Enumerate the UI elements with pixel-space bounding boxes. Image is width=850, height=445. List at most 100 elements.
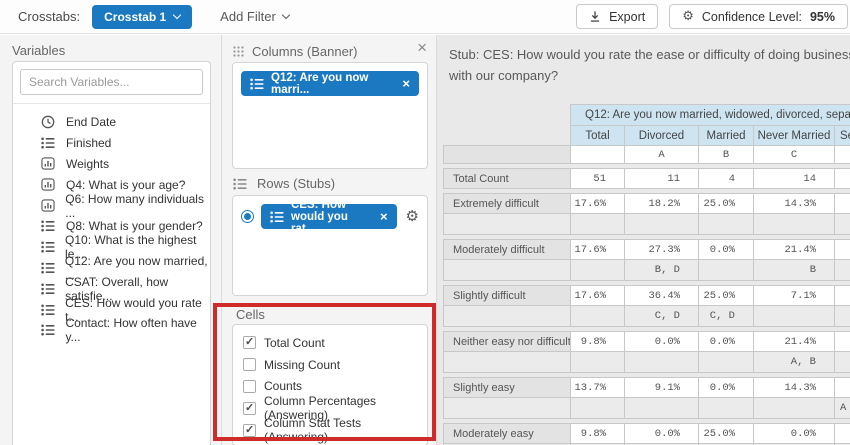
- rows-stubs-header: Rows (Stubs): [233, 176, 335, 191]
- stat-letter-cell: A: [624, 145, 699, 164]
- stat-test-cell: C, D: [624, 305, 699, 327]
- value-cell: 9.8%: [570, 423, 625, 444]
- variable-item[interactable]: End Date: [41, 112, 210, 133]
- variable-item[interactable]: Weights: [41, 154, 210, 175]
- checkbox-checked[interactable]: [243, 336, 256, 350]
- search-wrap: [13, 62, 210, 104]
- value-cell: [834, 331, 850, 352]
- row-label-cell: Slightly difficult: [443, 285, 571, 306]
- cells-title: Cells: [236, 307, 265, 322]
- variable-item[interactable]: Q10: What is the highest le...: [41, 233, 210, 261]
- stat-test-cell: [570, 397, 625, 419]
- rows-dropzone[interactable]: CES: How would you rat... × ⚙: [232, 195, 428, 296]
- checkbox-checked[interactable]: [243, 423, 256, 437]
- value-cell: 13.7%: [570, 377, 625, 398]
- row-label-cell: Moderately difficult: [443, 239, 571, 260]
- stat-test-cell: [698, 351, 754, 373]
- variable-label: End Date: [66, 115, 117, 130]
- column-header-cell: Separated: [834, 125, 850, 146]
- export-button[interactable]: Export: [576, 4, 659, 29]
- remove-chip-icon[interactable]: ×: [402, 76, 410, 91]
- variables-box: End Date Finished Weights Q4: What is your …: [12, 61, 211, 445]
- stat-test-cell: B, D: [624, 259, 699, 281]
- table-group: Moderately easy 9.8% 0.0% 25.0% 0.0%: [443, 423, 850, 445]
- variable-item[interactable]: Q12: Are you now married, ...: [41, 254, 210, 282]
- value-cell: [834, 377, 850, 398]
- value-cell: 0.0%: [624, 331, 699, 352]
- variable-label: Weights: [66, 156, 110, 171]
- crosstab-selector-button[interactable]: Crosstab 1: [92, 4, 193, 29]
- rows-chip-line: CES: How would you rat... × ⚙: [241, 199, 419, 235]
- value-cell: 7.1%: [753, 285, 835, 306]
- stat-test-cell: [624, 351, 699, 373]
- column-header-cell: Never Married: [753, 125, 835, 146]
- stub-radio-selected[interactable]: [241, 210, 254, 223]
- value-cell: 4: [698, 168, 754, 189]
- variable-item[interactable]: Contact: How often have y...: [41, 316, 210, 344]
- confidence-level-button[interactable]: ⚙ Confidence Level: 95%: [669, 4, 848, 29]
- add-filter-button[interactable]: Add Filter: [220, 9, 291, 24]
- variable-label: CES: How would you rate t...: [65, 295, 202, 324]
- columns-dropzone[interactable]: Q12: Are you now marri... ×: [232, 62, 428, 169]
- gear-icon[interactable]: ⚙: [405, 207, 419, 225]
- cells-option[interactable]: Column Stat Tests (Answering): [243, 416, 417, 444]
- stat-row-label-cell: [443, 259, 571, 281]
- list-icon: [41, 303, 56, 317]
- stat-test-cell: [624, 213, 699, 235]
- banner-row: Q12: Are you now married, widowed, divor…: [443, 104, 850, 126]
- table-spacer: [443, 104, 570, 126]
- stat-test-cell: A: [834, 397, 850, 419]
- value-cell: 14.3%: [753, 377, 835, 398]
- close-icon[interactable]: ×: [417, 38, 427, 57]
- value-cell: 25.0%: [698, 423, 754, 444]
- stat-row-label-cell: [443, 351, 571, 373]
- variable-item[interactable]: CSAT: Overall, how satisfie...: [41, 275, 210, 303]
- rows-stubs-title: Rows (Stubs): [257, 176, 336, 191]
- checkbox-unchecked[interactable]: [243, 379, 256, 393]
- cells-option[interactable]: Column Percentages (Answering): [243, 394, 417, 422]
- crosstab-table: Q12: Are you now married, widowed, divor…: [443, 104, 850, 445]
- variable-label: Q12: Are you now married, ...: [64, 253, 208, 282]
- columns-chip-label: Q12: Are you now marri...: [271, 71, 369, 96]
- checkbox-checked[interactable]: [243, 401, 256, 415]
- variable-item[interactable]: Finished: [41, 133, 210, 154]
- variable-label: Contact: How often have y...: [65, 316, 197, 345]
- variables-title: Variables: [12, 43, 66, 58]
- chevron-down-icon: [281, 10, 291, 20]
- banner-header-cell: Q12: Are you now married, widowed, divor…: [570, 104, 850, 126]
- rows-variable-chip[interactable]: CES: How would you rat... ×: [261, 199, 397, 235]
- variable-item[interactable]: Q4: What is your age?: [41, 174, 210, 195]
- cells-options-box: Total Count Missing Count CountsColumn Per…: [232, 324, 428, 445]
- cells-option[interactable]: Counts: [243, 376, 417, 398]
- variable-item[interactable]: Q6: How many individuals ...: [41, 192, 210, 220]
- confidence-value: 95%: [809, 9, 835, 24]
- variables-list: End Date Finished Weights Q4: What is your …: [13, 104, 210, 344]
- value-cell: 21.4%: [753, 331, 835, 352]
- stat-test-cell: A, B: [753, 351, 835, 373]
- variable-item[interactable]: Q8: What is your gender?: [41, 216, 210, 237]
- search-variables-input[interactable]: [20, 69, 203, 95]
- stat-test-cell: [834, 443, 850, 445]
- bar-icon: [41, 178, 57, 192]
- cells-option[interactable]: Total Count: [243, 332, 417, 354]
- columns-variable-chip[interactable]: Q12: Are you now marri... ×: [241, 71, 419, 96]
- table-group: Extremely difficult 17.6% 18.2% 25.0% 14.3%: [443, 193, 850, 235]
- remove-chip-icon[interactable]: ×: [379, 209, 388, 224]
- checkbox-unchecked[interactable]: [243, 358, 256, 372]
- stat-test-cell: [570, 259, 625, 281]
- download-icon: [590, 11, 600, 22]
- rows-chip-label: CES: How would you rat...: [291, 198, 348, 235]
- radio-dot: [244, 213, 251, 220]
- value-cell: 17.6%: [570, 193, 625, 214]
- stat-letter-cell: B: [698, 145, 754, 164]
- variable-item[interactable]: CES: How would you rate t...: [41, 296, 210, 324]
- value-cell: 0.0%: [624, 423, 699, 444]
- value-cell: 36.4%: [624, 285, 699, 306]
- value-cell: 0.0%: [698, 331, 754, 352]
- list-icon: [41, 240, 56, 254]
- list-icon: [250, 78, 264, 90]
- cells-option[interactable]: Missing Count: [243, 354, 417, 376]
- value-cell: 27.3%: [624, 239, 699, 260]
- row-label-cell: Total Count: [443, 168, 571, 189]
